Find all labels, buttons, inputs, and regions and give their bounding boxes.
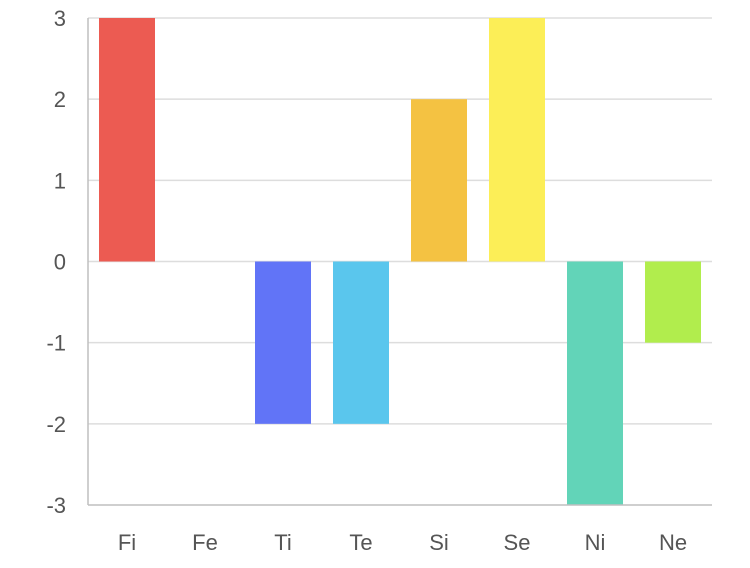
x-tick-label: Fi — [118, 530, 136, 555]
y-tick-label: 0 — [54, 250, 66, 275]
x-tick-label: Se — [504, 530, 531, 555]
x-tick-label: Te — [349, 530, 372, 555]
y-tick-label: -3 — [46, 493, 66, 518]
x-tick-label: Si — [429, 530, 449, 555]
x-tick-label: Ti — [274, 530, 292, 555]
y-tick-label: 3 — [54, 6, 66, 31]
bar-Ti — [255, 261, 311, 424]
axes — [87, 18, 712, 506]
y-tick-label: 2 — [54, 87, 66, 112]
bar-Te — [333, 261, 389, 424]
x-tick-label: Fe — [192, 530, 218, 555]
bar-Fi — [99, 18, 155, 262]
bar-Ni — [567, 261, 623, 505]
y-tick-label: -2 — [46, 412, 66, 437]
bar-Si — [411, 99, 467, 262]
y-tick-label: 1 — [54, 168, 66, 193]
bar-Ne — [645, 261, 701, 343]
grid-lines — [88, 17, 712, 425]
tick-labels: 3 2 1 0 -1 -2 -3 Fi Fe Ti Te Si Se Ni Ne — [46, 6, 687, 555]
bars — [99, 18, 701, 505]
x-tick-label: Ne — [659, 530, 687, 555]
x-tick-label: Ni — [585, 530, 606, 555]
y-tick-label: -1 — [46, 331, 66, 356]
bar-Se — [489, 18, 545, 262]
